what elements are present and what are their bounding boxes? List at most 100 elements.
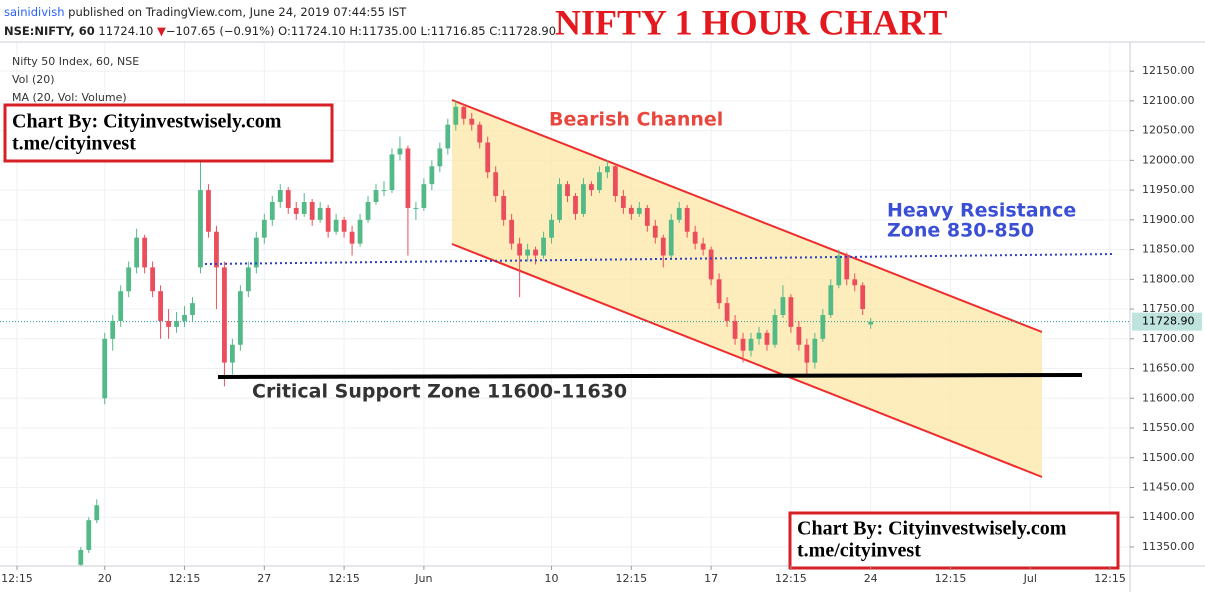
candle-body	[222, 267, 227, 363]
candle-body	[812, 338, 818, 363]
y-tick-label: 11750.00	[1142, 302, 1195, 315]
x-tick-label: 27	[257, 572, 271, 585]
candle-body	[413, 207, 419, 209]
candle-body	[764, 332, 770, 345]
last: 11724.10	[98, 24, 154, 38]
candle-body	[868, 321, 874, 325]
candle-body	[389, 154, 395, 191]
candle-body	[174, 320, 179, 327]
candle-body	[206, 190, 211, 232]
candle-body	[309, 201, 315, 220]
candle-body	[373, 190, 379, 202]
candle-body	[230, 344, 235, 363]
candle-body	[253, 237, 259, 268]
candle-body	[237, 291, 243, 345]
support-line	[217, 373, 1083, 379]
candle-body	[349, 231, 355, 244]
candles	[0, 100, 1130, 566]
candle-body	[692, 231, 698, 244]
x-tick-label: 12:15	[935, 572, 967, 585]
candle-body	[796, 326, 802, 345]
candle-body	[501, 196, 507, 220]
candle-body	[134, 237, 140, 268]
y-tick-label: 11600.00	[1142, 391, 1195, 404]
y-tick-label: 11450.00	[1142, 480, 1195, 493]
candle-body	[477, 124, 483, 143]
candle-body	[517, 243, 523, 256]
y-tick-label: 11550.00	[1142, 421, 1195, 434]
candle-body	[676, 207, 682, 220]
candle-body	[190, 303, 195, 316]
support-label: Critical Support Zone 11600-11630	[252, 381, 627, 403]
channel-fill	[452, 100, 1042, 477]
axes: 11350.00 11400.00 11450.00 11500.00 11550.00…	[1, 64, 1202, 585]
candle-body	[549, 219, 554, 238]
candle-body	[118, 291, 124, 321]
candle-body	[461, 106, 467, 119]
ohlc: O:11724.10 H:11735.00 L:11716.85 C:11728…	[278, 24, 557, 38]
candle-body	[166, 320, 171, 327]
publisher: sainidivish	[4, 5, 65, 19]
candle-body	[293, 207, 299, 214]
candle-body	[126, 267, 132, 292]
y-tick-label: 11350.00	[1142, 540, 1195, 553]
candle-body	[493, 172, 499, 197]
candle-body	[525, 249, 530, 256]
channel-label: Bearish Channel	[549, 109, 723, 131]
candle-body	[780, 297, 786, 316]
candle-body	[285, 190, 291, 208]
candle-body	[333, 219, 339, 232]
candle-body	[541, 237, 546, 256]
y-tick-label: 11650.00	[1142, 362, 1195, 375]
candle-body	[628, 207, 634, 214]
x-tick-label: 12:15	[1094, 572, 1126, 585]
candle-body	[437, 148, 443, 167]
candle-body	[509, 219, 515, 244]
credit-box	[3, 103, 334, 163]
candle-body	[533, 249, 538, 256]
credit-text: t.me/cityinvest	[797, 540, 921, 562]
resistance-line	[204, 253, 1116, 265]
candle-body	[214, 231, 219, 268]
candle-body	[86, 520, 92, 550]
y-tick-label: 11500.00	[1142, 451, 1195, 464]
x-tick-label: Jul	[1023, 572, 1037, 585]
candle-body	[589, 184, 594, 191]
candle-body	[644, 207, 650, 226]
candle-body	[652, 225, 658, 238]
candle-body	[277, 190, 283, 202]
candle-body	[708, 249, 714, 280]
candle-body	[740, 338, 746, 351]
channel-upper	[451, 99, 1043, 333]
candle-body	[844, 255, 850, 280]
candle-body	[700, 243, 706, 250]
y-tick-label: 12100.00	[1142, 94, 1195, 107]
candle-body	[828, 285, 834, 316]
x-tick-label: Jun	[414, 572, 432, 585]
x-tick-label: 12:15	[615, 572, 647, 585]
indicator: Vol (20)	[12, 73, 55, 86]
candle-body	[357, 219, 363, 244]
symbol: NSE:NIFTY, 60	[4, 24, 95, 38]
direction: ▼	[156, 24, 166, 38]
y-tick-label: 11700.00	[1142, 332, 1195, 345]
credit-text: Chart By: Cityinvestwisely.com	[12, 111, 282, 133]
x-tick-label: 17	[704, 572, 718, 585]
resistance-label: Zone 830-850	[887, 220, 1034, 242]
candle-body	[110, 320, 116, 339]
x-tick-label: 10	[545, 572, 559, 585]
candle-body	[485, 142, 491, 173]
candle-body	[421, 184, 427, 208]
candle-body	[620, 196, 626, 208]
indicator: Nifty 50 Index, 60, NSE	[12, 55, 140, 68]
candle-body	[245, 267, 251, 292]
x-tick-label: 20	[98, 572, 112, 585]
candle-body	[261, 219, 267, 238]
x-tick-label: 12:15	[328, 572, 360, 585]
last-price-label: 11728.90	[1142, 315, 1195, 328]
y-tick-label: 11850.00	[1142, 243, 1195, 256]
y-tick-label: 12050.00	[1142, 124, 1195, 137]
y-tick-label: 11900.00	[1142, 213, 1195, 226]
